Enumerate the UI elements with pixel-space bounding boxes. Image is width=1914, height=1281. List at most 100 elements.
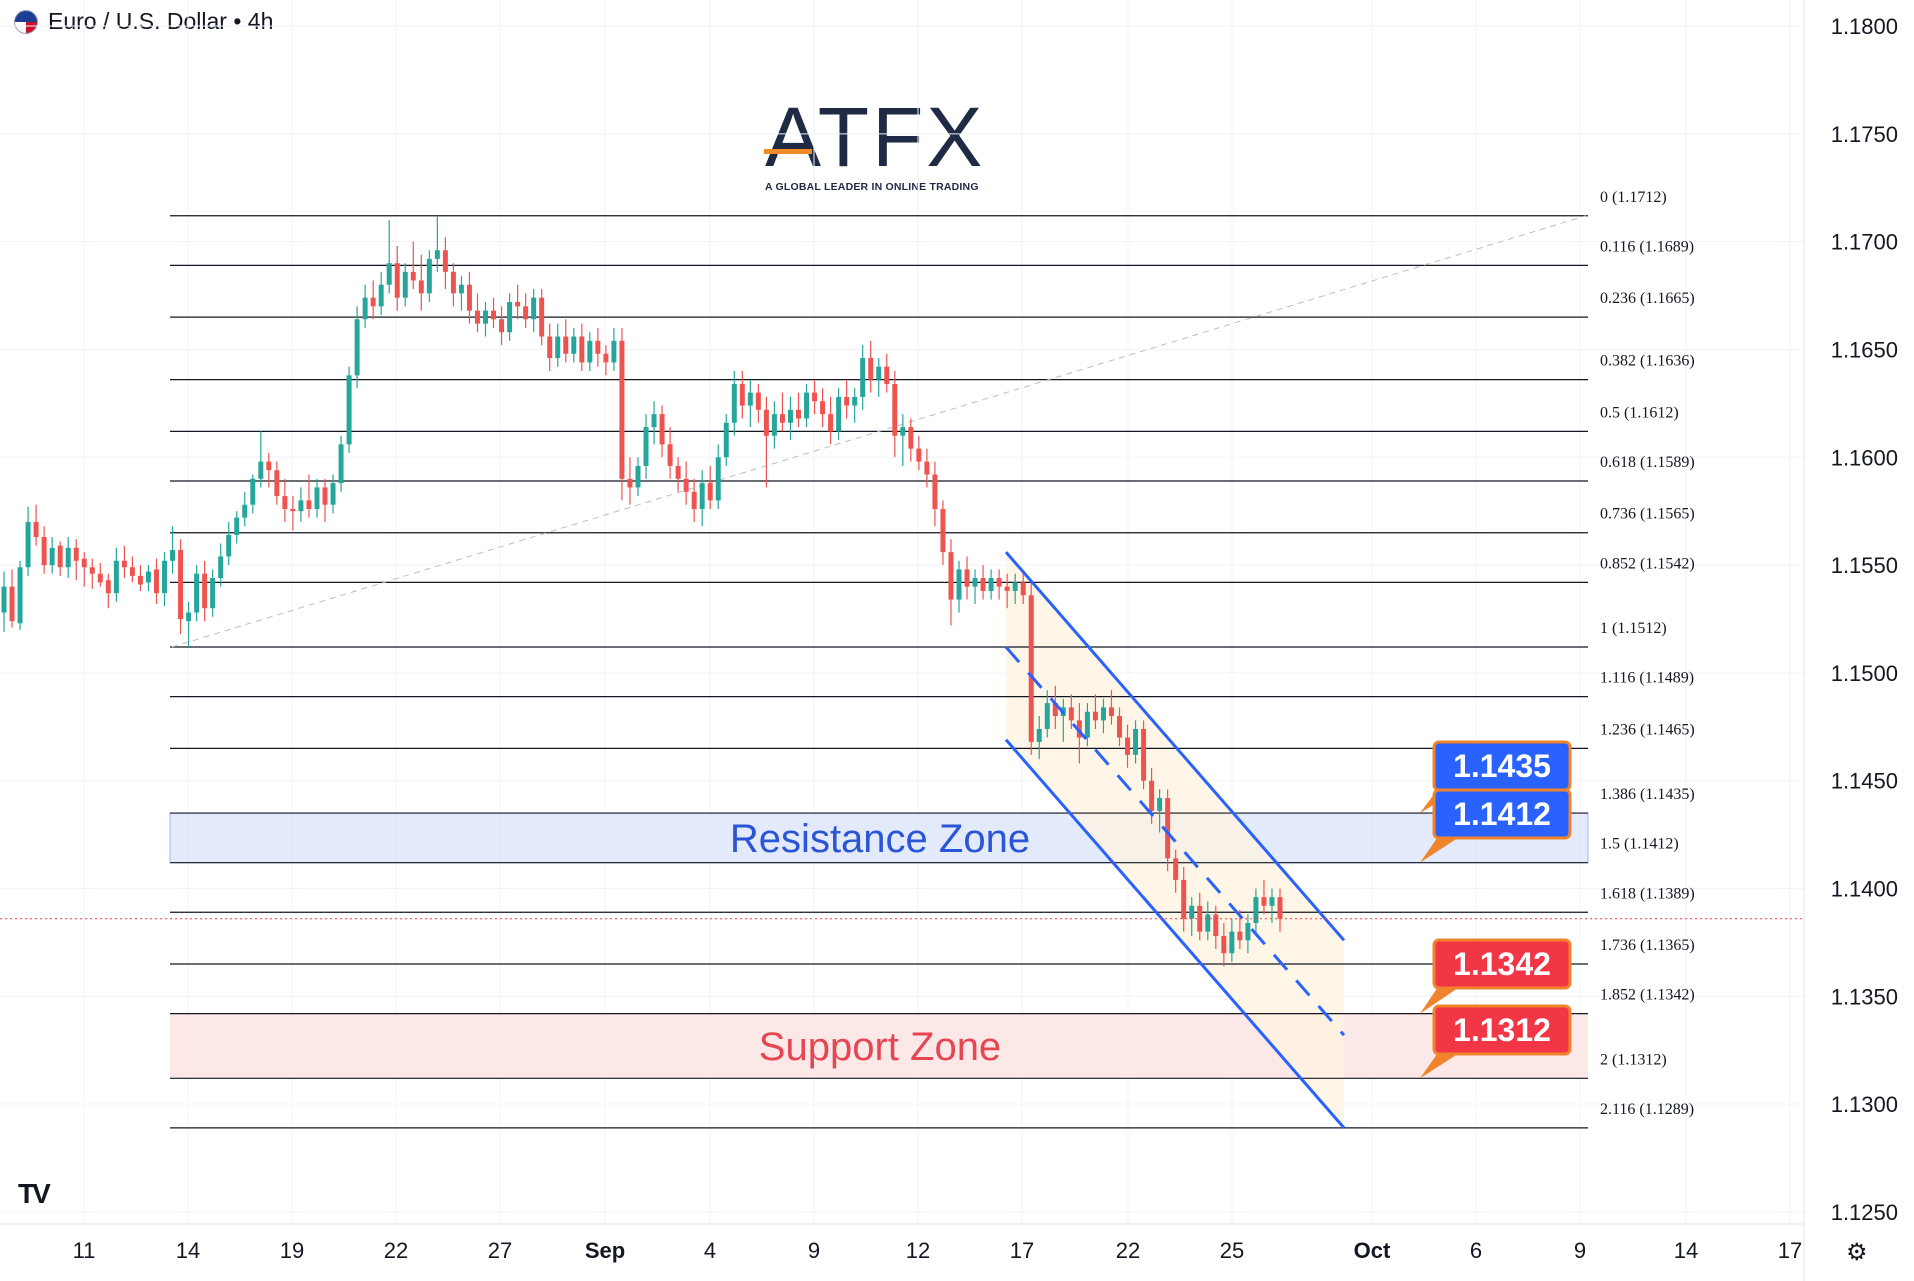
fib-level-label: 0.116 (1.1689) <box>1600 238 1694 255</box>
candle-body <box>33 521 39 538</box>
candle-body <box>434 250 440 259</box>
logo-tagline: A GLOBAL LEADER IN ONLINE TRADING <box>765 181 979 193</box>
candle-body <box>539 297 545 337</box>
candle-body <box>547 336 553 359</box>
fib-level-label: 1.386 (1.1435) <box>1600 786 1695 803</box>
fib-level-label: 1.236 (1.1465) <box>1600 721 1695 738</box>
fib-level-label: 1.618 (1.1389) <box>1600 885 1695 902</box>
candle-body <box>1036 728 1042 742</box>
candle-body <box>458 284 464 294</box>
candle-body <box>836 396 842 432</box>
time-axis-tick: 17 <box>1778 1238 1802 1263</box>
candle-body <box>796 409 801 419</box>
candle-body <box>1044 703 1050 729</box>
time-axis-tick: 19 <box>280 1238 304 1263</box>
candle-body <box>667 444 673 466</box>
candle-body <box>1108 707 1114 717</box>
candle-body <box>483 310 488 324</box>
candle-body <box>410 271 416 281</box>
candle-body <box>1245 923 1251 941</box>
candle-body <box>362 297 368 320</box>
candle-body <box>137 575 143 585</box>
candle-body <box>1253 897 1259 924</box>
tradingview-logo-icon[interactable]: TV <box>18 1178 51 1209</box>
candle-body <box>1157 797 1163 811</box>
candle-body <box>747 392 753 406</box>
candle-body <box>330 483 336 505</box>
time-axis-tick: 14 <box>1674 1238 1698 1263</box>
candle-body <box>1125 737 1131 755</box>
candle-body <box>884 366 890 384</box>
candle-body <box>266 461 272 471</box>
fib-level-label: 0 (1.1712) <box>1600 189 1667 206</box>
time-axis-tick: 14 <box>176 1238 200 1263</box>
time-axis-tick: Sep <box>585 1238 625 1263</box>
fib-level-label: 2 (1.1312) <box>1600 1051 1667 1068</box>
price-axis-tick: 1.1400 <box>1831 877 1898 902</box>
fib-level-label: 0.236 (1.1665) <box>1600 290 1695 307</box>
candle-body <box>892 383 898 436</box>
time-axis-tick: 9 <box>808 1238 820 1263</box>
badge-pointer <box>1420 984 1464 1014</box>
candle-body <box>178 549 184 619</box>
price-badge-label: 1.1435 <box>1453 748 1551 784</box>
candle-body <box>1052 703 1058 717</box>
badge-pointer <box>1420 834 1464 863</box>
price-axis-tick: 1.1450 <box>1831 769 1898 794</box>
candle-body <box>9 586 15 622</box>
candle-body <box>81 558 87 568</box>
candle-body <box>691 491 697 510</box>
candle-body <box>474 310 480 324</box>
time-axis-tick: 22 <box>384 1238 408 1263</box>
fib-level-label: 0.852 (1.1542) <box>1600 555 1695 572</box>
candle-body <box>1068 707 1074 721</box>
candle-body <box>627 478 633 488</box>
candle-body <box>972 578 978 587</box>
candle-body <box>683 478 689 492</box>
candle-body <box>49 547 55 566</box>
price-badge <box>1432 1004 1572 1056</box>
candle-body <box>210 578 216 609</box>
candle-body <box>531 297 537 320</box>
candle-body <box>17 567 23 624</box>
candle-body <box>426 258 432 294</box>
candle-body <box>707 483 713 501</box>
candle-body <box>507 302 513 333</box>
candle-body <box>378 284 384 307</box>
candle-body <box>1221 935 1227 954</box>
candle-body <box>153 569 159 594</box>
fib-level-label: 0.5 (1.1612) <box>1600 404 1679 421</box>
candle-body <box>402 271 408 298</box>
time-axis-tick: 9 <box>1574 1238 1586 1263</box>
candle-body <box>250 478 256 505</box>
candle-body <box>322 487 328 505</box>
symbol-header[interactable]: Euro / U.S. Dollar • 4h <box>14 8 273 35</box>
price-axis-tick: 1.1600 <box>1831 445 1898 470</box>
time-axis-tick: 22 <box>1116 1238 1140 1263</box>
time-axis-tick: 11 <box>73 1238 96 1263</box>
candle-body <box>1100 707 1106 721</box>
candle-body <box>964 569 970 587</box>
candle-body <box>57 545 63 568</box>
candle-body <box>659 414 665 445</box>
candle-body <box>234 517 240 535</box>
candle-body <box>603 353 609 363</box>
fib-level-label: 0.618 (1.1589) <box>1600 454 1695 471</box>
candle-body <box>306 500 312 510</box>
channel-upper-line <box>1004 551 1346 942</box>
candle-body <box>828 414 834 432</box>
candle-body <box>932 474 938 510</box>
candle-body <box>1133 728 1139 755</box>
candle-body <box>89 567 95 574</box>
candle-body <box>996 578 1002 587</box>
price-badge-label: 1.1412 <box>1453 796 1551 832</box>
candle-body <box>755 392 761 410</box>
candle-body <box>723 422 729 458</box>
candle-body <box>675 465 681 479</box>
time-axis-tick: 12 <box>906 1238 930 1263</box>
candle-body <box>635 465 641 488</box>
settings-gear-icon[interactable]: ⚙ <box>1846 1239 1868 1266</box>
candle-body <box>499 319 505 333</box>
logo-wordmark: ATFX <box>765 90 986 184</box>
